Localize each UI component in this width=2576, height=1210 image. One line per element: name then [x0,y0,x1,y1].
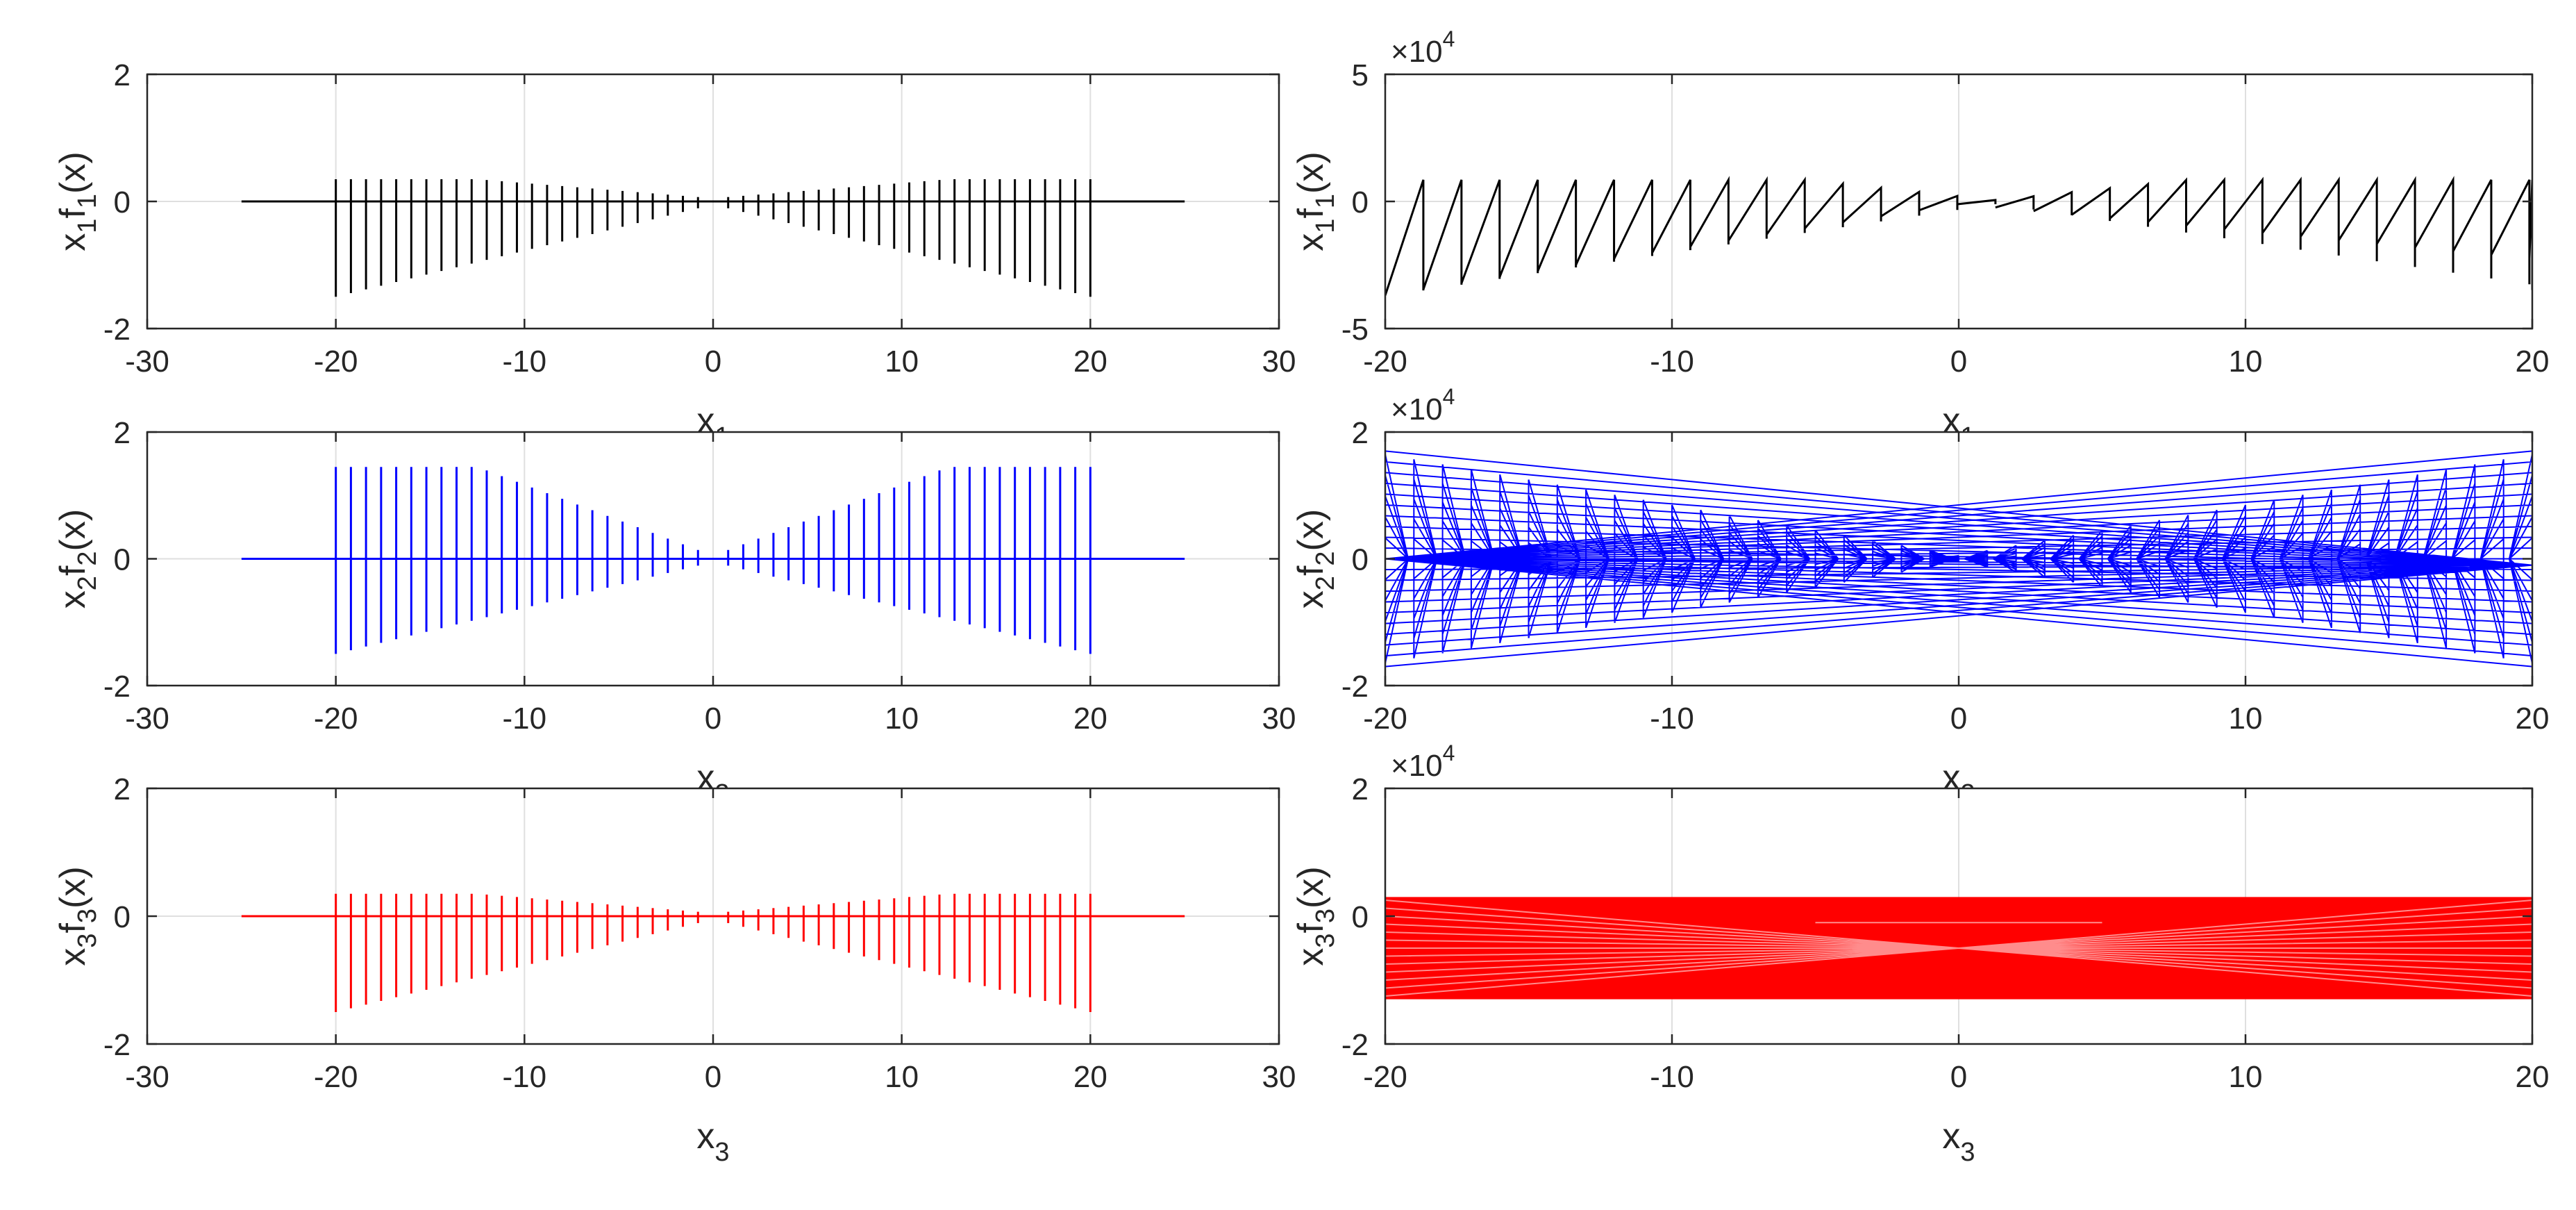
y-axis-label: x1f1(x) [1291,151,1340,251]
x-tick-label: 20 [2516,345,2550,379]
series-p1 [241,179,1185,297]
x-tick-label: 0 [705,1060,721,1094]
x-tick-label: -10 [1650,1060,1694,1094]
x-tick-label: -20 [314,1060,358,1094]
y-tick-label: 0 [1352,543,1369,577]
x-tick-label: 0 [1950,702,1967,736]
y-tick-label: 2 [1352,416,1369,450]
y-exponent-label: ×104 [1391,740,1455,783]
x-tick-label: -10 [503,702,547,736]
y-tick-label: 2 [1352,772,1369,806]
series-p2 [1385,176,2532,296]
x-tick-label: 10 [2229,1060,2263,1094]
y-exponent-label: ×104 [1391,384,1455,426]
y-tick-label: 0 [114,900,131,934]
series-p4 [1385,450,2532,668]
series-p5 [241,893,1185,1012]
x-tick-label: -30 [125,702,169,736]
x-tick-label: -30 [125,345,169,379]
x-tick-label: 10 [2229,702,2263,736]
sawtooth-line [1385,176,2532,296]
fan-lines [1385,450,2532,668]
series-p3 [241,467,1185,654]
x-tick-label: 20 [1073,702,1107,736]
x-axis-label: x3 [1942,1116,1975,1167]
x-tick-label: 0 [705,702,721,736]
y-tick-label: 0 [114,543,131,577]
y-axis-label: x2f2(x) [1291,509,1340,608]
x-tick-label: -20 [314,702,358,736]
x-tick-label: -10 [503,345,547,379]
y-tick-label: -2 [1341,670,1369,704]
y-tick-label: -2 [103,1028,131,1062]
x-tick-label: 20 [2516,1060,2550,1094]
x-tick-label: 30 [1262,1060,1296,1094]
x-tick-label: 0 [705,345,721,379]
y-tick-label: -2 [1341,1028,1369,1062]
y-axis-label: x3f3(x) [1291,866,1340,965]
y-axis-label: x2f2(x) [53,509,102,608]
x-tick-label: -10 [503,1060,547,1094]
y-tick-label: 0 [1352,185,1369,219]
y-axis-label: x1f1(x) [53,151,102,251]
y-tick-label: 0 [114,185,131,219]
x-tick-label: -10 [1650,345,1694,379]
x-tick-label: -20 [1363,702,1407,736]
x-tick-label: 20 [1073,1060,1107,1094]
x-tick-label: 30 [1262,702,1296,736]
x-tick-label: 30 [1262,345,1296,379]
x-tick-label: 20 [1073,345,1107,379]
x-axis-label: x3 [696,1116,729,1167]
x-tick-label: -20 [314,345,358,379]
x-tick-label: 10 [885,345,919,379]
x-tick-label: 10 [2229,345,2263,379]
x-tick-label: 10 [885,1060,919,1094]
x-tick-label: -20 [1363,345,1407,379]
y-tick-label: 2 [114,772,131,806]
y-tick-label: 2 [114,416,131,450]
x-tick-label: 0 [1950,345,1967,379]
x-tick-label: 0 [1950,1060,1967,1094]
y-tick-label: 2 [114,58,131,92]
band-lines [1385,900,2532,997]
y-tick-label: -2 [103,313,131,347]
y-tick-label: -2 [103,670,131,704]
x-tick-label: 20 [2516,702,2550,736]
y-exponent-label: ×104 [1391,26,1455,69]
y-tick-label: 0 [1352,900,1369,934]
y-tick-label: -5 [1341,313,1369,347]
x-tick-label: -20 [1363,1060,1407,1094]
y-axis-label: x3f3(x) [53,866,102,965]
x-tick-label: 10 [885,702,919,736]
x-tick-label: -30 [125,1060,169,1094]
x-tick-label: -10 [1650,702,1694,736]
y-tick-label: 5 [1352,58,1369,92]
series-p6 [1385,897,2532,1000]
